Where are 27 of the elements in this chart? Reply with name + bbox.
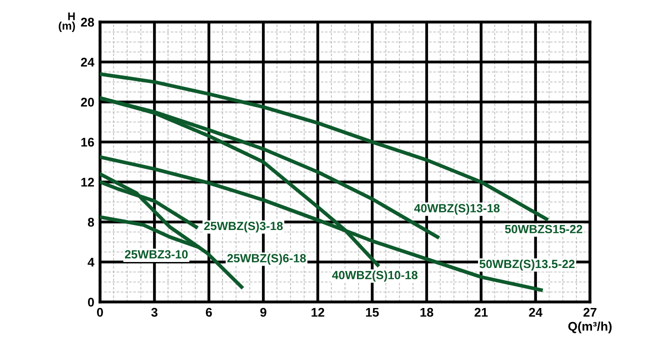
- x-tick-label: 0: [97, 308, 103, 317]
- x-tick-label: 3: [151, 308, 158, 317]
- x-tick-label: 24: [529, 308, 542, 317]
- y-tick-label: 28: [80, 18, 94, 27]
- x-tick-label: 15: [366, 308, 379, 317]
- x-tick-label: 9: [260, 308, 266, 317]
- series-label: 25WBZ3-10: [124, 250, 188, 259]
- series-label: 40WBZ(S)13-18: [414, 204, 500, 215]
- x-axis-title: Q(m³/h): [568, 322, 612, 334]
- y-tick-label: 12: [81, 178, 94, 187]
- y-tick-label: 24: [80, 58, 94, 67]
- y-axis-title: H (m): [58, 12, 75, 32]
- y-tick-label: 8: [88, 218, 94, 227]
- y-tick-label: 20: [80, 98, 94, 107]
- y-tick-label: 0: [88, 298, 94, 307]
- series-label: 50WBZS15-22: [504, 224, 582, 234]
- series-label: 25WBZ(S)6-18: [227, 254, 306, 265]
- x-tick-label: 21: [474, 308, 488, 317]
- x-tick-label: 6: [206, 308, 212, 317]
- series-label: 40WBZ(S)10-18: [332, 270, 418, 282]
- series-label: 25WBZ(S)3-18: [204, 221, 283, 232]
- x-tick-label: 12: [312, 308, 324, 317]
- series-label: 50WBZ(S)13.5-22: [480, 259, 575, 271]
- x-tick-label: 18: [420, 308, 434, 317]
- y-tick-label: 4: [88, 258, 94, 267]
- x-tick-label: 27: [583, 308, 596, 317]
- y-tick-label: 16: [81, 138, 94, 147]
